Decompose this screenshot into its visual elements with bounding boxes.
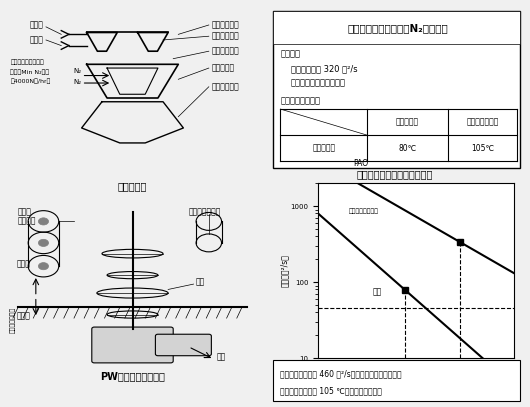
Text: 高炉旋回コーン冷却用N₂低減対策: 高炉旋回コーン冷却用N₂低減対策 (347, 23, 448, 33)
Text: 状使用粘度を油温 105 ℃で得ることが可能: 状使用粘度を油温 105 ℃で得ることが可能 (280, 386, 382, 395)
Text: 潤滑油温度: 潤滑油温度 (312, 144, 335, 153)
FancyBboxPatch shape (155, 334, 211, 356)
Text: 省エネ型ギヤー油 460 ㎜²/sの使用により，同等の現: 省エネ型ギヤー油 460 ㎜²/sの使用により，同等の現 (280, 369, 402, 379)
Text: 上部シール弁: 上部シール弁 (211, 20, 239, 29)
Text: 旋回: 旋回 (196, 277, 205, 286)
FancyBboxPatch shape (92, 327, 173, 363)
Y-axis label: 粘度（㎜²/s）: 粘度（㎜²/s） (280, 254, 289, 287)
Text: N₂: N₂ (74, 68, 82, 74)
Text: 装置概要図: 装置概要図 (118, 182, 147, 192)
Text: PAO: PAO (353, 159, 368, 168)
Text: 復動: 復動 (216, 352, 226, 361)
Text: モーター: モーター (18, 216, 37, 225)
Text: 旋回用: 旋回用 (18, 207, 32, 216)
Text: 振動用モーター: 振動用モーター (189, 207, 221, 216)
Text: 冷却により潤滑性良好: 冷却により潤滑性良好 (290, 79, 346, 88)
Text: 変更後の計算値: 変更後の計算値 (466, 118, 499, 127)
Text: 下部シール弁: 下部シール弁 (211, 47, 239, 56)
Text: 均圧弁: 均圧弁 (30, 35, 43, 44)
Circle shape (38, 218, 49, 225)
Text: （対策が必要）: （対策が必要） (11, 307, 16, 333)
Text: 冷却設定温度変更: 冷却設定温度変更 (280, 96, 321, 105)
Text: 省エネ型ギヤー油の粘度検討: 省エネ型ギヤー油の粘度検討 (357, 169, 433, 179)
Text: N₂: N₂ (74, 79, 82, 85)
Text: 105℃: 105℃ (471, 144, 494, 153)
Text: （必要Min N₂量）: （必要Min N₂量） (11, 69, 49, 74)
FancyBboxPatch shape (273, 361, 519, 400)
Text: 省エネ型ギヤー油: 省エネ型ギヤー油 (349, 208, 378, 214)
Text: 使用検討: 使用検討 (280, 49, 301, 58)
FancyBboxPatch shape (273, 11, 519, 44)
FancyBboxPatch shape (273, 11, 519, 168)
Text: 炉体内: 炉体内 (17, 311, 31, 320)
Text: 従来実測値: 従来実測値 (396, 118, 419, 127)
Text: 炉体外: 炉体外 (17, 259, 31, 268)
Text: 旋回コーン: 旋回コーン (211, 63, 234, 72)
Text: 従来　鉱油 320 ㎜²/s: 従来 鉱油 320 ㎜²/s (290, 64, 357, 73)
Text: ダストシール＋冷却: ダストシール＋冷却 (11, 60, 44, 65)
Circle shape (38, 239, 49, 247)
Circle shape (38, 263, 49, 270)
Text: （4000N㎥/hr）: （4000N㎥/hr） (11, 79, 51, 84)
Text: 旋回シュート: 旋回シュート (211, 82, 239, 91)
Text: 鉱油: 鉱油 (373, 287, 382, 296)
Text: 排圧弁: 排圧弁 (30, 20, 43, 29)
Text: PW減速機レイアウト: PW減速機レイアウト (100, 371, 165, 381)
Text: 固定ホッパー: 固定ホッパー (211, 32, 239, 41)
X-axis label: 温　度　℃: 温 度 ℃ (401, 361, 431, 370)
Text: 80℃: 80℃ (399, 144, 417, 153)
